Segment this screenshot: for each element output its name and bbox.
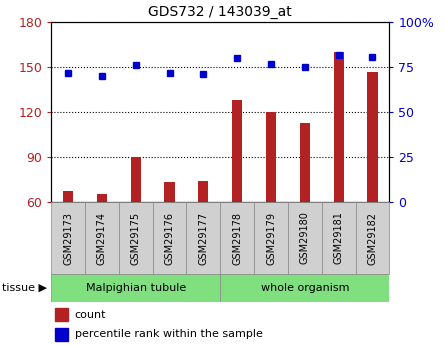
Bar xyxy=(232,100,242,202)
Bar xyxy=(119,202,153,274)
Text: GSM29181: GSM29181 xyxy=(334,211,344,265)
Bar xyxy=(165,183,174,202)
Text: GSM29177: GSM29177 xyxy=(198,211,208,265)
Bar xyxy=(153,202,186,274)
Bar xyxy=(97,194,107,202)
Text: GSM29179: GSM29179 xyxy=(266,211,276,265)
Text: GSM29175: GSM29175 xyxy=(131,211,141,265)
Bar xyxy=(300,122,310,202)
Bar xyxy=(51,202,85,274)
Bar xyxy=(55,328,68,341)
Text: Malpighian tubule: Malpighian tubule xyxy=(85,283,186,293)
Bar xyxy=(266,112,276,202)
Text: GSM29178: GSM29178 xyxy=(232,211,242,265)
Bar xyxy=(186,202,220,274)
Text: tissue ▶: tissue ▶ xyxy=(2,283,47,293)
Text: GSM29180: GSM29180 xyxy=(300,211,310,265)
Bar xyxy=(368,72,377,202)
Text: GSM29174: GSM29174 xyxy=(97,211,107,265)
Bar xyxy=(220,274,389,302)
Bar xyxy=(55,308,68,321)
Bar xyxy=(220,202,254,274)
Bar xyxy=(198,181,208,202)
Bar xyxy=(254,202,288,274)
Text: whole organism: whole organism xyxy=(261,283,349,293)
Bar xyxy=(131,157,141,202)
Bar xyxy=(322,202,356,274)
Bar xyxy=(288,202,322,274)
Bar xyxy=(51,274,220,302)
Text: GSM29182: GSM29182 xyxy=(368,211,377,265)
Bar xyxy=(85,202,119,274)
Bar xyxy=(356,202,389,274)
Text: count: count xyxy=(75,310,106,320)
Text: GSM29173: GSM29173 xyxy=(63,211,73,265)
Title: GDS732 / 143039_at: GDS732 / 143039_at xyxy=(148,4,292,19)
Text: percentile rank within the sample: percentile rank within the sample xyxy=(75,329,263,339)
Text: GSM29176: GSM29176 xyxy=(165,211,174,265)
Bar xyxy=(334,52,344,202)
Bar xyxy=(63,191,73,202)
